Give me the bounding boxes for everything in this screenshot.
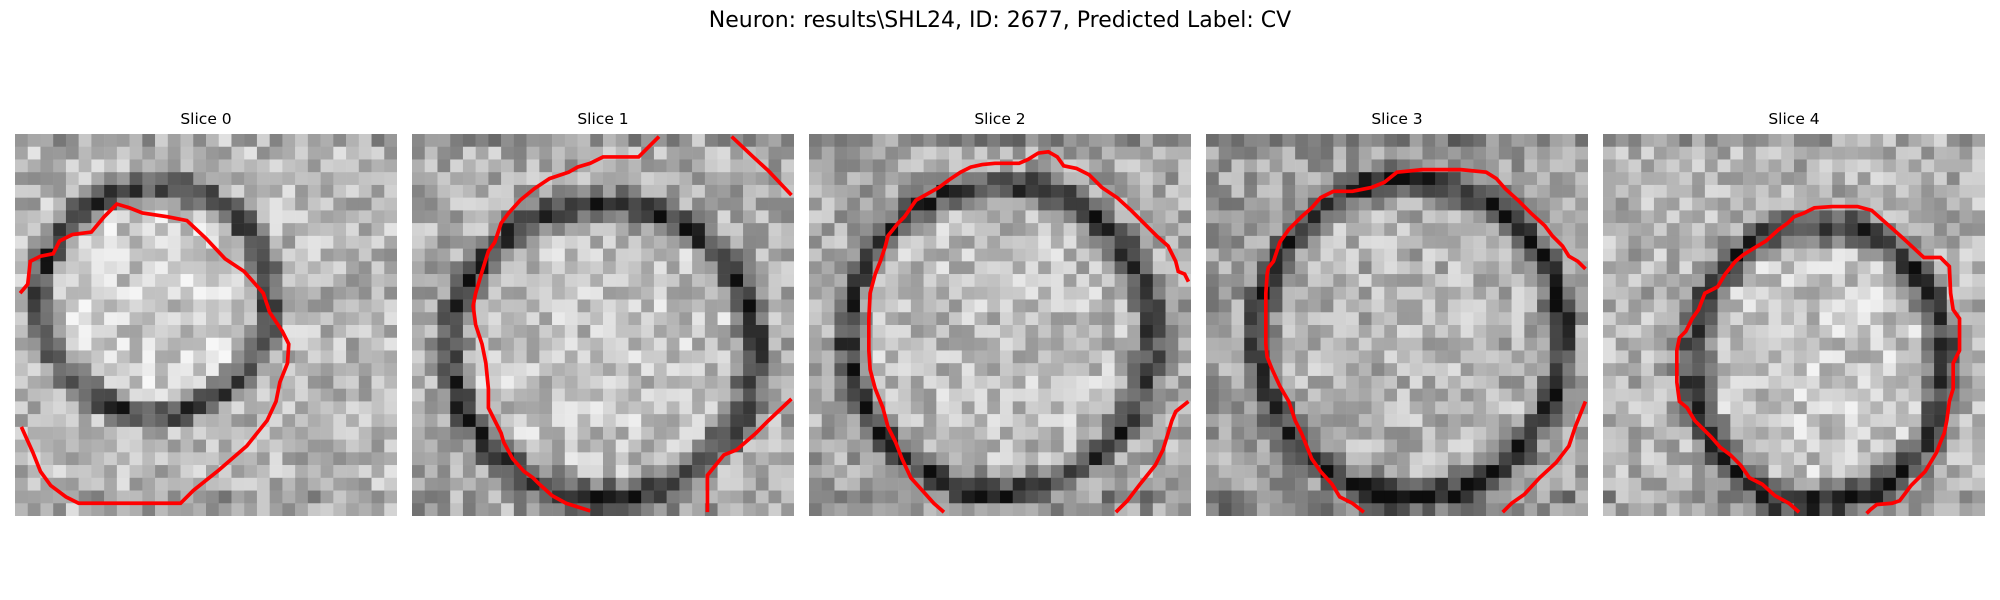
contour-line xyxy=(471,135,661,513)
slice-image-4 xyxy=(1603,134,1985,516)
contour-line xyxy=(867,149,1191,514)
slice-image-2 xyxy=(809,134,1191,516)
slice-image-0 xyxy=(15,134,397,516)
slice-title-4: Slice 4 xyxy=(1768,110,1820,128)
contour-line xyxy=(1264,167,1587,514)
slice-title-0: Slice 0 xyxy=(180,110,232,128)
slice-title-2: Slice 2 xyxy=(974,110,1026,128)
slice-image-1 xyxy=(412,134,794,516)
slice-title-3: Slice 3 xyxy=(1371,110,1423,128)
slice-title-1: Slice 1 xyxy=(577,110,629,128)
contour-line xyxy=(18,201,291,506)
contour-line xyxy=(1675,204,1962,515)
contour-line xyxy=(705,397,793,513)
slice-image-3 xyxy=(1206,134,1588,516)
figure-title: Neuron: results\SHL24, ID: 2677, Predict… xyxy=(708,8,1292,33)
contour-line xyxy=(1501,400,1588,514)
contour-line xyxy=(730,135,793,197)
contour-line xyxy=(1114,399,1190,514)
